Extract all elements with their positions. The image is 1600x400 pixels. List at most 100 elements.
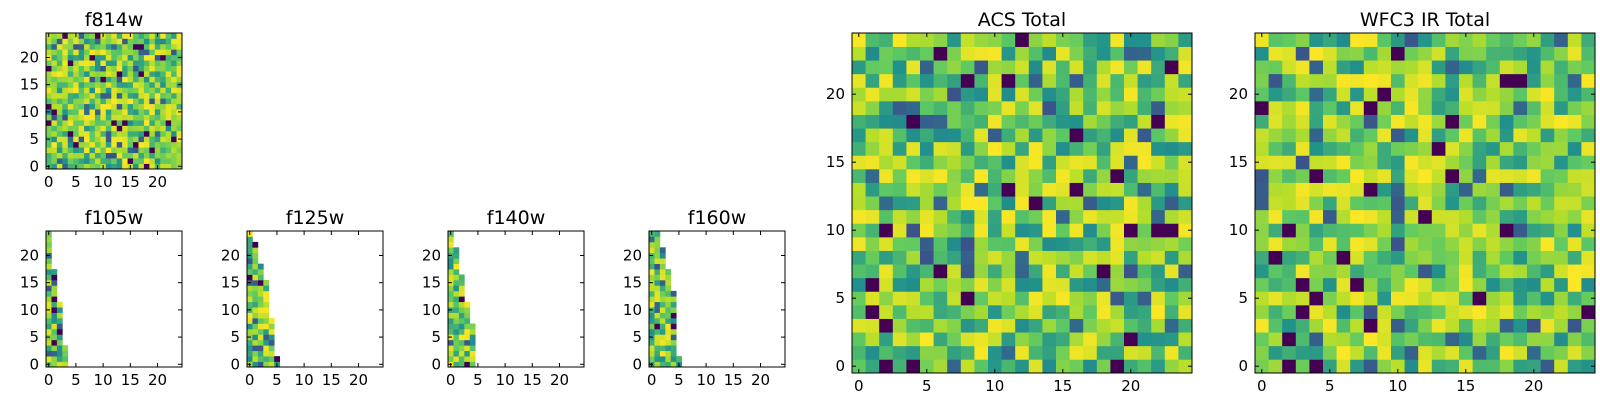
heatmap-cell (89, 109, 96, 115)
heatmap-cell (892, 128, 907, 143)
heatmap-cell (960, 87, 975, 102)
heatmap-cell (649, 318, 655, 324)
heatmap-cell (1028, 237, 1043, 251)
heatmap-cell (127, 87, 134, 94)
heatmap-cell (1295, 250, 1310, 265)
heatmap-cell (960, 305, 975, 319)
heatmap-cell (1124, 155, 1138, 170)
heatmap-cell (1418, 237, 1433, 251)
heatmap-cell (165, 33, 172, 39)
heatmap-cell (1527, 305, 1541, 319)
heatmap-cell (1110, 87, 1125, 102)
heatmap-cell (1486, 128, 1501, 143)
heatmap-cell (127, 60, 134, 66)
heatmap-cell (62, 136, 69, 143)
heatmap-cell (1096, 182, 1111, 197)
heatmap-cell (78, 65, 85, 72)
heatmap-cell (1015, 305, 1030, 319)
y-tick-label: 15 (20, 76, 39, 94)
heatmap-cell (1178, 182, 1193, 197)
heatmap-cell (67, 92, 74, 99)
heatmap-cell (1377, 250, 1392, 265)
heatmap-cell (1268, 291, 1283, 306)
heatmap-cell (62, 98, 69, 105)
heatmap-cell (1042, 277, 1057, 292)
heatmap-cell (1056, 209, 1070, 224)
heatmap-cell (865, 250, 880, 265)
heatmap-cell (160, 43, 167, 50)
heatmap-cell (1554, 277, 1569, 292)
heatmap-cell (1042, 87, 1057, 102)
heatmap-cell (649, 241, 655, 248)
heatmap-cell (1110, 318, 1125, 333)
heatmap-cell (154, 98, 161, 105)
heatmap-cell (906, 114, 921, 129)
heatmap-cell (1527, 33, 1541, 47)
heatmap-cell (133, 103, 139, 110)
heatmap-cell (1459, 46, 1473, 61)
heatmap-cell (1472, 237, 1487, 251)
heatmap-cell (1445, 237, 1460, 251)
heatmap-cell (960, 209, 975, 224)
heatmap-cell (138, 60, 145, 66)
heatmap-cell (1295, 114, 1310, 129)
heatmap-cell (670, 350, 677, 357)
heatmap-cell (171, 98, 177, 105)
heatmap-cell (1323, 237, 1337, 251)
heatmap-cell (138, 33, 145, 39)
heatmap-cell (247, 236, 253, 243)
heatmap-cell (933, 87, 948, 102)
heatmap-cell (1499, 305, 1514, 319)
heatmap-cell (1255, 182, 1269, 197)
heatmap-cell (1431, 359, 1446, 374)
heatmap-cell (649, 269, 655, 275)
heatmap-cell (46, 339, 52, 346)
heatmap-cell (263, 339, 270, 346)
heatmap-cell (105, 87, 112, 94)
heatmap-cell (116, 81, 123, 88)
heatmap-cell (1042, 305, 1057, 319)
heatmap-cell (649, 356, 655, 362)
heatmap-cell (263, 307, 270, 313)
heatmap-cell (920, 291, 934, 306)
heatmap-cell (67, 81, 74, 88)
heatmap-cell (1581, 250, 1596, 265)
heatmap-cell (133, 130, 139, 137)
heatmap-cell (1527, 169, 1541, 183)
heatmap-cell (176, 38, 183, 45)
heatmap-cell (133, 163, 139, 170)
heatmap-cell (1069, 155, 1084, 170)
heatmap-cell (105, 147, 112, 154)
heatmap-cell (1404, 345, 1419, 360)
heatmap-cell (1309, 60, 1324, 75)
heatmap-cell (257, 339, 264, 346)
heatmap-cell (865, 101, 880, 115)
heatmap-cell (974, 101, 989, 115)
heatmap-cell (1096, 250, 1111, 265)
heatmap-cell (62, 147, 69, 154)
heatmap-cell (73, 103, 79, 110)
heatmap-cell (1391, 73, 1405, 88)
heatmap-cell (1096, 101, 1111, 115)
heatmap-cell (1164, 223, 1179, 238)
heatmap-cell (111, 60, 118, 66)
heatmap-cell (127, 109, 134, 115)
heatmap-cell (89, 33, 96, 39)
heatmap-cell (1581, 318, 1596, 333)
heatmap-cell (138, 87, 145, 94)
heatmap-cell (122, 136, 128, 143)
heatmap-cell (649, 345, 655, 352)
heatmap-cell (263, 323, 270, 330)
heatmap-cell (458, 285, 465, 292)
heatmap-cell (105, 54, 112, 61)
heatmap-cell (920, 209, 934, 224)
y-tick-label: 20 (422, 247, 441, 265)
heatmap-cell (906, 101, 921, 115)
heatmap-cell (865, 169, 880, 183)
heatmap-cell (105, 130, 112, 137)
heatmap-cell (1096, 60, 1111, 75)
heatmap-cell (46, 356, 52, 362)
heatmap-cell (257, 269, 264, 275)
heatmap-cell (448, 328, 454, 335)
heatmap-cell (920, 169, 934, 183)
